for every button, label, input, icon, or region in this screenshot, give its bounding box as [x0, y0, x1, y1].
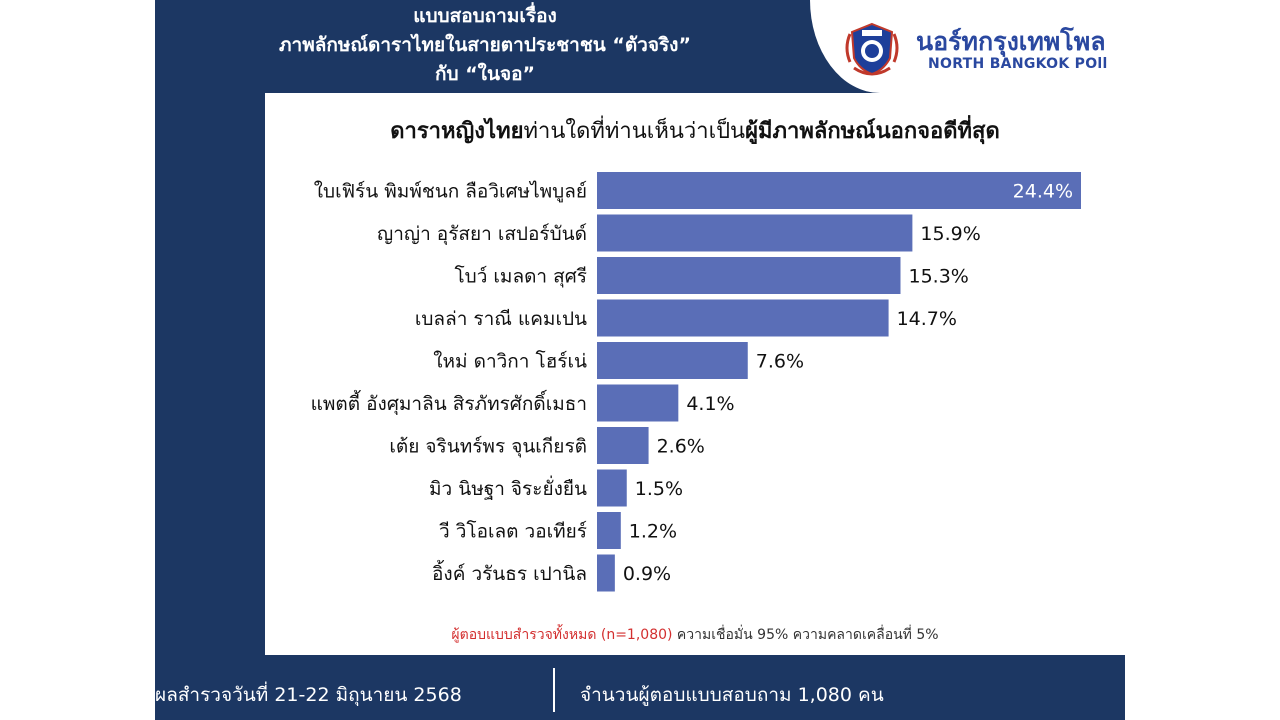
bar — [597, 342, 748, 379]
logo-name-th: นอร์ทกรุงเทพโพล — [916, 27, 1106, 56]
poll-frame: แบบสอบถามเรื่อง ภาพลักษณ์ดาราไทยในสายตาป… — [155, 0, 1125, 720]
header-title: แบบสอบถามเรื่อง ภาพลักษณ์ดาราไทยในสายตาป… — [155, 2, 815, 89]
category-label: เบลล่า ราณี แคมเปน — [415, 308, 587, 330]
data-label: 4.1% — [686, 393, 734, 415]
north-bangkok-poll-emblem-icon — [845, 22, 899, 76]
chart-panel: ดาราหญิงไทยท่านใดที่ท่านเห็นว่าเป็นผู้มี… — [265, 93, 1125, 655]
logo-name-en: NORTH BANGKOK POll — [928, 56, 1108, 72]
chart-title-part-1: ดาราหญิงไทย — [390, 119, 524, 144]
logo: นอร์ทกรุงเทพโพล NORTH BANGKOK POll — [810, 0, 1125, 93]
note-confidence: ความเชื่อมั่น 95% ความคลาดเคลื่อนที่ 5% — [672, 627, 939, 643]
data-label: 24.4% — [1013, 181, 1073, 203]
data-label: 1.5% — [635, 478, 683, 500]
category-label: โบว์ เมลดา สุศรี — [454, 265, 587, 289]
footer-divider — [553, 668, 555, 712]
data-label: 14.7% — [897, 308, 957, 330]
data-label: 1.2% — [629, 521, 677, 543]
bar — [597, 427, 649, 464]
bar — [597, 214, 913, 252]
category-label: อิ้งค์ วรันธร เปานิล — [432, 560, 587, 585]
category-label: มิว นิษฐา จิระยั่งยืน — [429, 475, 587, 500]
data-label: 15.9% — [920, 223, 980, 245]
data-label: 15.3% — [908, 266, 968, 288]
bar — [597, 469, 627, 507]
category-label: ใบเฟิร์น พิมพ์ชนก ลือวิเศษไพบูลย์ — [314, 181, 587, 203]
header-line-3: กับ “ในจอ” — [435, 63, 535, 85]
bar-chart: ใบเฟิร์น พิมพ์ชนก ลือวิเศษไพบูลย์ 24.4% ญา… — [311, 172, 1081, 592]
footer-survey-date: เก็บผลสำรวจวันที่ 21-22 มิถุนายน 2568 — [125, 684, 462, 706]
bar — [597, 512, 621, 549]
data-label: 7.6% — [756, 351, 804, 373]
footer-respondents: จำนวนผู้ตอบแบบสอบถาม 1,080 คน — [580, 684, 884, 706]
bar — [597, 172, 1081, 209]
category-label: เต้ย จรินทร์พร จุนเกียรติ — [389, 436, 587, 459]
category-label: วี วิโอเลต วอเทียร์ — [439, 520, 587, 543]
data-label: 0.9% — [623, 563, 671, 585]
bar — [597, 384, 679, 422]
header-line-2: ภาพลักษณ์ดาราไทยในสายตาประชาชน “ตัวจริง” — [279, 34, 691, 56]
chart-title-part-2: ท่านใดที่ท่านเห็นว่าเป็น — [523, 119, 746, 144]
data-label: 2.6% — [657, 436, 705, 458]
chart-title: ดาราหญิงไทยท่านใดที่ท่านเห็นว่าเป็นผู้มี… — [265, 113, 1125, 148]
note-sample-size: ผู้ตอบแบบสำรวจทั้งหมด (n=1,080) — [451, 627, 673, 643]
bar — [597, 257, 901, 294]
chart-title-part-3: ผู้มีภาพลักษณ์นอกจอดีที่สุด — [745, 119, 1000, 144]
category-label: แพตตี้ อังศุมาลิน สิรภัทรศักดิ์เมธา — [311, 389, 587, 416]
category-label: ญาญ่า อุรัสยา เสปอร์บันด์ — [377, 223, 587, 246]
category-label: ใหม่ ดาวิกา โฮร์เน่ — [433, 350, 587, 373]
survey-note: ผู้ตอบแบบสำรวจทั้งหมด (n=1,080) ความเชื่… — [265, 624, 1125, 646]
bar — [597, 299, 889, 337]
bar — [597, 554, 615, 592]
header-line-1: แบบสอบถามเรื่อง — [413, 5, 557, 27]
